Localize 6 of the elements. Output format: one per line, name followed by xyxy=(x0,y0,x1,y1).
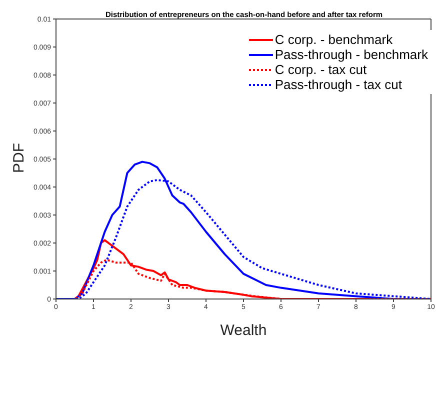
legend-label: C corp. - benchmark xyxy=(274,32,393,47)
legend-label: Pass-through - benchmark xyxy=(274,47,428,62)
y-axis-title: PDF xyxy=(10,143,28,173)
legend-label: Pass-through - tax cut xyxy=(274,77,402,92)
legend-label: C corp. - tax cut xyxy=(274,62,367,77)
x-axis-title: Wealth xyxy=(220,322,267,339)
